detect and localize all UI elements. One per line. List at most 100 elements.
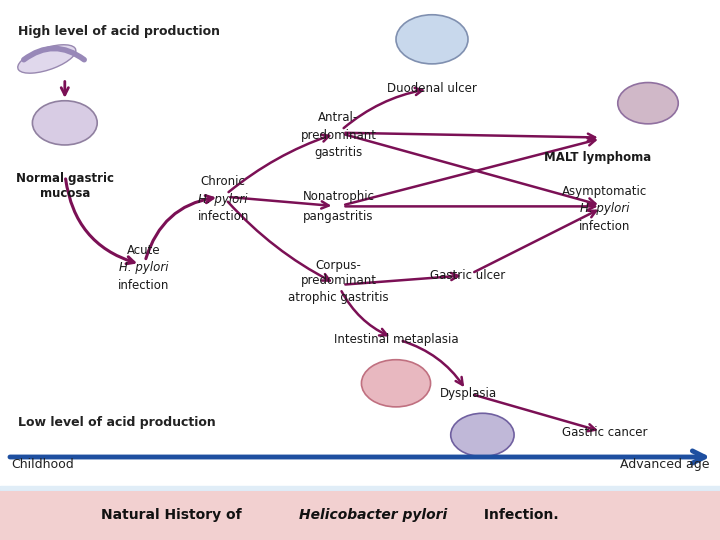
Text: infection: infection <box>197 210 249 222</box>
Bar <box>0 488 720 490</box>
Bar <box>0 487 720 490</box>
Bar <box>0 489 720 491</box>
Bar <box>0 489 720 491</box>
Text: Acute: Acute <box>127 244 161 257</box>
Bar <box>0 487 720 490</box>
Circle shape <box>618 83 678 124</box>
Text: Advanced age: Advanced age <box>620 458 709 471</box>
Text: Corpus-: Corpus- <box>315 259 361 272</box>
Text: Nonatrophic: Nonatrophic <box>302 190 374 203</box>
Bar <box>0 488 720 490</box>
Text: atrophic gastritis: atrophic gastritis <box>288 291 389 304</box>
Bar <box>0 488 720 491</box>
Bar <box>0 488 720 491</box>
Bar <box>0 488 720 490</box>
Bar <box>0 488 720 491</box>
Text: Dysplasia: Dysplasia <box>439 387 497 400</box>
Bar <box>0 489 720 491</box>
Bar <box>0 488 720 490</box>
Text: Low level of acid production: Low level of acid production <box>18 416 216 429</box>
Bar <box>0 487 720 489</box>
Bar <box>0 488 720 490</box>
Bar <box>0 488 720 490</box>
Bar <box>0 488 720 490</box>
Bar <box>0 487 720 489</box>
Bar <box>0 487 720 490</box>
Bar <box>0 487 720 489</box>
Bar <box>0 488 720 490</box>
Bar <box>0 488 720 490</box>
Bar <box>0 488 720 490</box>
Bar <box>0 489 720 491</box>
Bar <box>0 487 720 489</box>
Bar <box>0 488 720 490</box>
Bar <box>0 489 720 491</box>
Bar <box>0 488 720 491</box>
Bar <box>0 487 720 489</box>
Bar <box>0 488 720 490</box>
Bar <box>0 489 720 491</box>
Bar <box>0 488 720 490</box>
Text: Infection.: Infection. <box>479 508 559 522</box>
Bar <box>0 488 720 491</box>
Bar <box>0 488 720 490</box>
Bar <box>0 487 720 490</box>
Text: High level of acid production: High level of acid production <box>18 25 220 38</box>
Bar <box>0 488 720 490</box>
Bar <box>0 488 720 490</box>
Bar <box>0 487 720 489</box>
Bar <box>0 487 720 489</box>
Bar <box>0 488 720 491</box>
Bar <box>0 487 720 490</box>
Bar <box>0 489 720 491</box>
Bar <box>0 489 720 491</box>
Bar <box>0 488 720 490</box>
Bar <box>0 488 720 491</box>
Bar <box>0 488 720 491</box>
Bar <box>0 487 720 490</box>
Bar <box>0 489 720 491</box>
Bar <box>0 489 720 491</box>
Circle shape <box>396 15 468 64</box>
Bar <box>0 488 720 491</box>
Bar <box>0 488 720 491</box>
Bar <box>0 487 720 489</box>
Text: H. pylori: H. pylori <box>120 261 168 274</box>
Text: Duodenal ulcer: Duodenal ulcer <box>387 82 477 95</box>
Bar <box>0 487 720 489</box>
Bar <box>0 489 720 491</box>
Bar <box>0 489 720 491</box>
Bar <box>0 489 720 491</box>
Bar <box>0 489 720 491</box>
Bar <box>0 487 720 489</box>
Bar <box>0 489 720 491</box>
Bar <box>0 487 720 489</box>
Bar <box>0 488 720 491</box>
Bar <box>0 489 720 491</box>
Text: MALT lymphoma: MALT lymphoma <box>544 151 651 164</box>
Bar <box>0 488 720 491</box>
Bar <box>0 489 720 491</box>
Bar <box>0 489 720 491</box>
Circle shape <box>451 413 514 456</box>
Bar <box>0 488 720 491</box>
Bar <box>0 488 720 490</box>
Bar <box>0 489 720 491</box>
Bar <box>0 487 720 489</box>
Bar <box>0 488 720 491</box>
Text: Helicobacter pylori: Helicobacter pylori <box>299 508 447 522</box>
Bar <box>0 488 720 490</box>
Bar <box>0 489 720 491</box>
Text: predominant: predominant <box>300 274 377 287</box>
Bar <box>0 488 720 490</box>
Bar <box>0 488 720 490</box>
Bar <box>0 487 720 489</box>
Bar <box>0 488 720 490</box>
Bar <box>0 487 720 489</box>
Bar <box>0 487 720 490</box>
Bar <box>0 489 720 491</box>
Bar <box>0 487 720 489</box>
FancyBboxPatch shape <box>0 491 720 540</box>
Bar <box>0 488 720 490</box>
Bar <box>0 488 720 490</box>
